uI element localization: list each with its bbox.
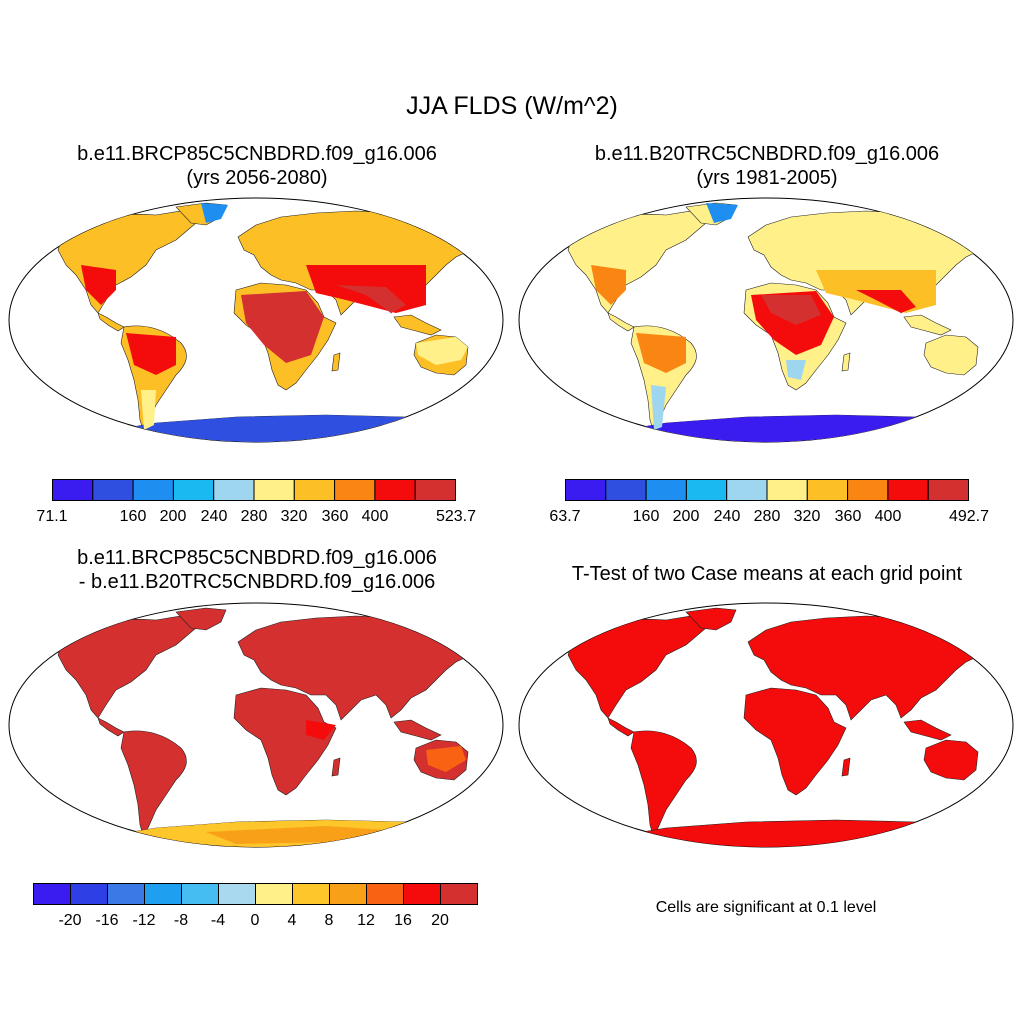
historical-cb-label: 160 xyxy=(632,508,660,525)
difference-cb-label: 16 xyxy=(394,912,412,929)
historical-cb-label: 200 xyxy=(672,508,700,525)
future-map xyxy=(8,197,504,443)
colorbar-swatch xyxy=(766,479,808,501)
difference-cb-label: -16 xyxy=(95,912,119,929)
historical-cb-label: 63.7 xyxy=(549,508,581,525)
difference-cb-label: -12 xyxy=(132,912,156,929)
historical-colorbar-swatches xyxy=(565,479,970,501)
difference-cb-label: -20 xyxy=(58,912,82,929)
colorbar-swatch xyxy=(887,479,929,501)
colorbar-swatch xyxy=(334,479,376,501)
historical-cb-label: 240 xyxy=(713,508,741,525)
future-cb-label: 71.1 xyxy=(36,508,68,525)
difference-colorbar xyxy=(33,883,478,905)
difference-cb-label: -4 xyxy=(210,912,226,929)
difference-case-b: - b.e11.B20TRC5CNBDRD.f09_g16.006 xyxy=(78,571,436,593)
colorbar-swatch xyxy=(255,883,293,905)
colorbar-swatch xyxy=(329,883,367,905)
future-cb-label: 280 xyxy=(240,508,268,525)
colorbar-swatch xyxy=(172,479,215,501)
colorbar-swatch xyxy=(181,883,219,905)
colorbar-swatch xyxy=(414,479,457,501)
future-colorbar-swatches xyxy=(52,479,457,501)
historical-colorbar xyxy=(565,479,970,501)
ttest-panel-title: T-Test of two Case means at each grid po… xyxy=(571,563,963,585)
future-panel-title: b.e11.BRCP85C5CNBDRD.f09_g16.006 (yrs 20… xyxy=(6,142,508,190)
colorbar-swatch xyxy=(293,479,336,501)
colorbar-swatch xyxy=(218,883,256,905)
colorbar-swatch xyxy=(440,883,478,905)
difference-cb-label: 12 xyxy=(357,912,375,929)
colorbar-swatch xyxy=(70,883,108,905)
colorbar-swatch xyxy=(132,479,174,501)
historical-map xyxy=(518,197,1014,443)
colorbar-swatch xyxy=(726,479,768,501)
future-cb-label: 320 xyxy=(280,508,308,525)
colorbar-swatch xyxy=(927,479,970,501)
difference-cb-label: 8 xyxy=(324,912,334,929)
future-case-name: b.e11.BRCP85C5CNBDRD.f09_g16.006 xyxy=(77,143,437,165)
difference-cb-label: 0 xyxy=(250,912,260,929)
historical-cb-label: 400 xyxy=(874,508,902,525)
future-cb-label: 200 xyxy=(159,508,187,525)
colorbar-swatch xyxy=(847,479,889,501)
historical-cb-label: 360 xyxy=(834,508,862,525)
colorbar-swatch xyxy=(33,883,71,905)
colorbar-swatch xyxy=(806,479,849,501)
colorbar-swatch xyxy=(374,479,416,501)
future-years: (yrs 2056-2080) xyxy=(186,167,328,189)
colorbar-swatch xyxy=(92,479,134,501)
historical-years: (yrs 1981-2005) xyxy=(696,167,838,189)
difference-cb-label: 4 xyxy=(287,912,297,929)
future-cb-label: 523.7 xyxy=(435,508,477,525)
difference-cb-label: 20 xyxy=(431,912,449,929)
colorbar-swatch xyxy=(144,883,182,905)
future-colorbar-labels: 71.1 160 200 240 280 320 360 400 523.7 xyxy=(36,508,476,528)
colorbar-swatch xyxy=(292,883,330,905)
figure-title: JJA FLDS (W/m^2) xyxy=(406,92,618,120)
significance-note: Cells are significant at 0.1 level xyxy=(655,899,877,916)
difference-colorbar-swatches xyxy=(33,883,478,905)
historical-cb-label: 320 xyxy=(793,508,821,525)
difference-cb-label: -8 xyxy=(173,912,189,929)
colorbar-swatch xyxy=(685,479,728,501)
colorbar-swatch xyxy=(52,479,94,501)
colorbar-swatch xyxy=(605,479,647,501)
future-cb-label: 160 xyxy=(119,508,147,525)
colorbar-swatch xyxy=(366,883,404,905)
colorbar-swatch xyxy=(107,883,145,905)
future-cb-label: 400 xyxy=(361,508,389,525)
colorbar-swatch xyxy=(565,479,607,501)
colorbar-swatch xyxy=(253,479,295,501)
historical-colorbar-labels: 63.7 160 200 240 280 320 360 400 492.7 xyxy=(549,508,989,528)
difference-panel-title: b.e11.BRCP85C5CNBDRD.f09_g16.006 - b.e11… xyxy=(6,546,508,594)
colorbar-swatch xyxy=(403,883,441,905)
historical-cb-label: 280 xyxy=(753,508,781,525)
colorbar-swatch xyxy=(213,479,255,501)
future-colorbar xyxy=(52,479,457,501)
future-cb-label: 360 xyxy=(321,508,349,525)
ttest-map xyxy=(518,602,1014,848)
colorbar-swatch xyxy=(645,479,687,501)
historical-cb-label: 492.7 xyxy=(948,508,990,525)
difference-colorbar-labels: -20 -16 -12 -8 -4 0 4 8 12 16 20 xyxy=(33,912,478,932)
historical-panel-title: b.e11.B20TRC5CNBDRD.f09_g16.006 (yrs 198… xyxy=(516,142,1018,190)
difference-map xyxy=(8,602,504,848)
historical-case-name: b.e11.B20TRC5CNBDRD.f09_g16.006 xyxy=(594,143,940,165)
future-cb-label: 240 xyxy=(200,508,228,525)
difference-case-a: b.e11.BRCP85C5CNBDRD.f09_g16.006 xyxy=(77,547,437,569)
